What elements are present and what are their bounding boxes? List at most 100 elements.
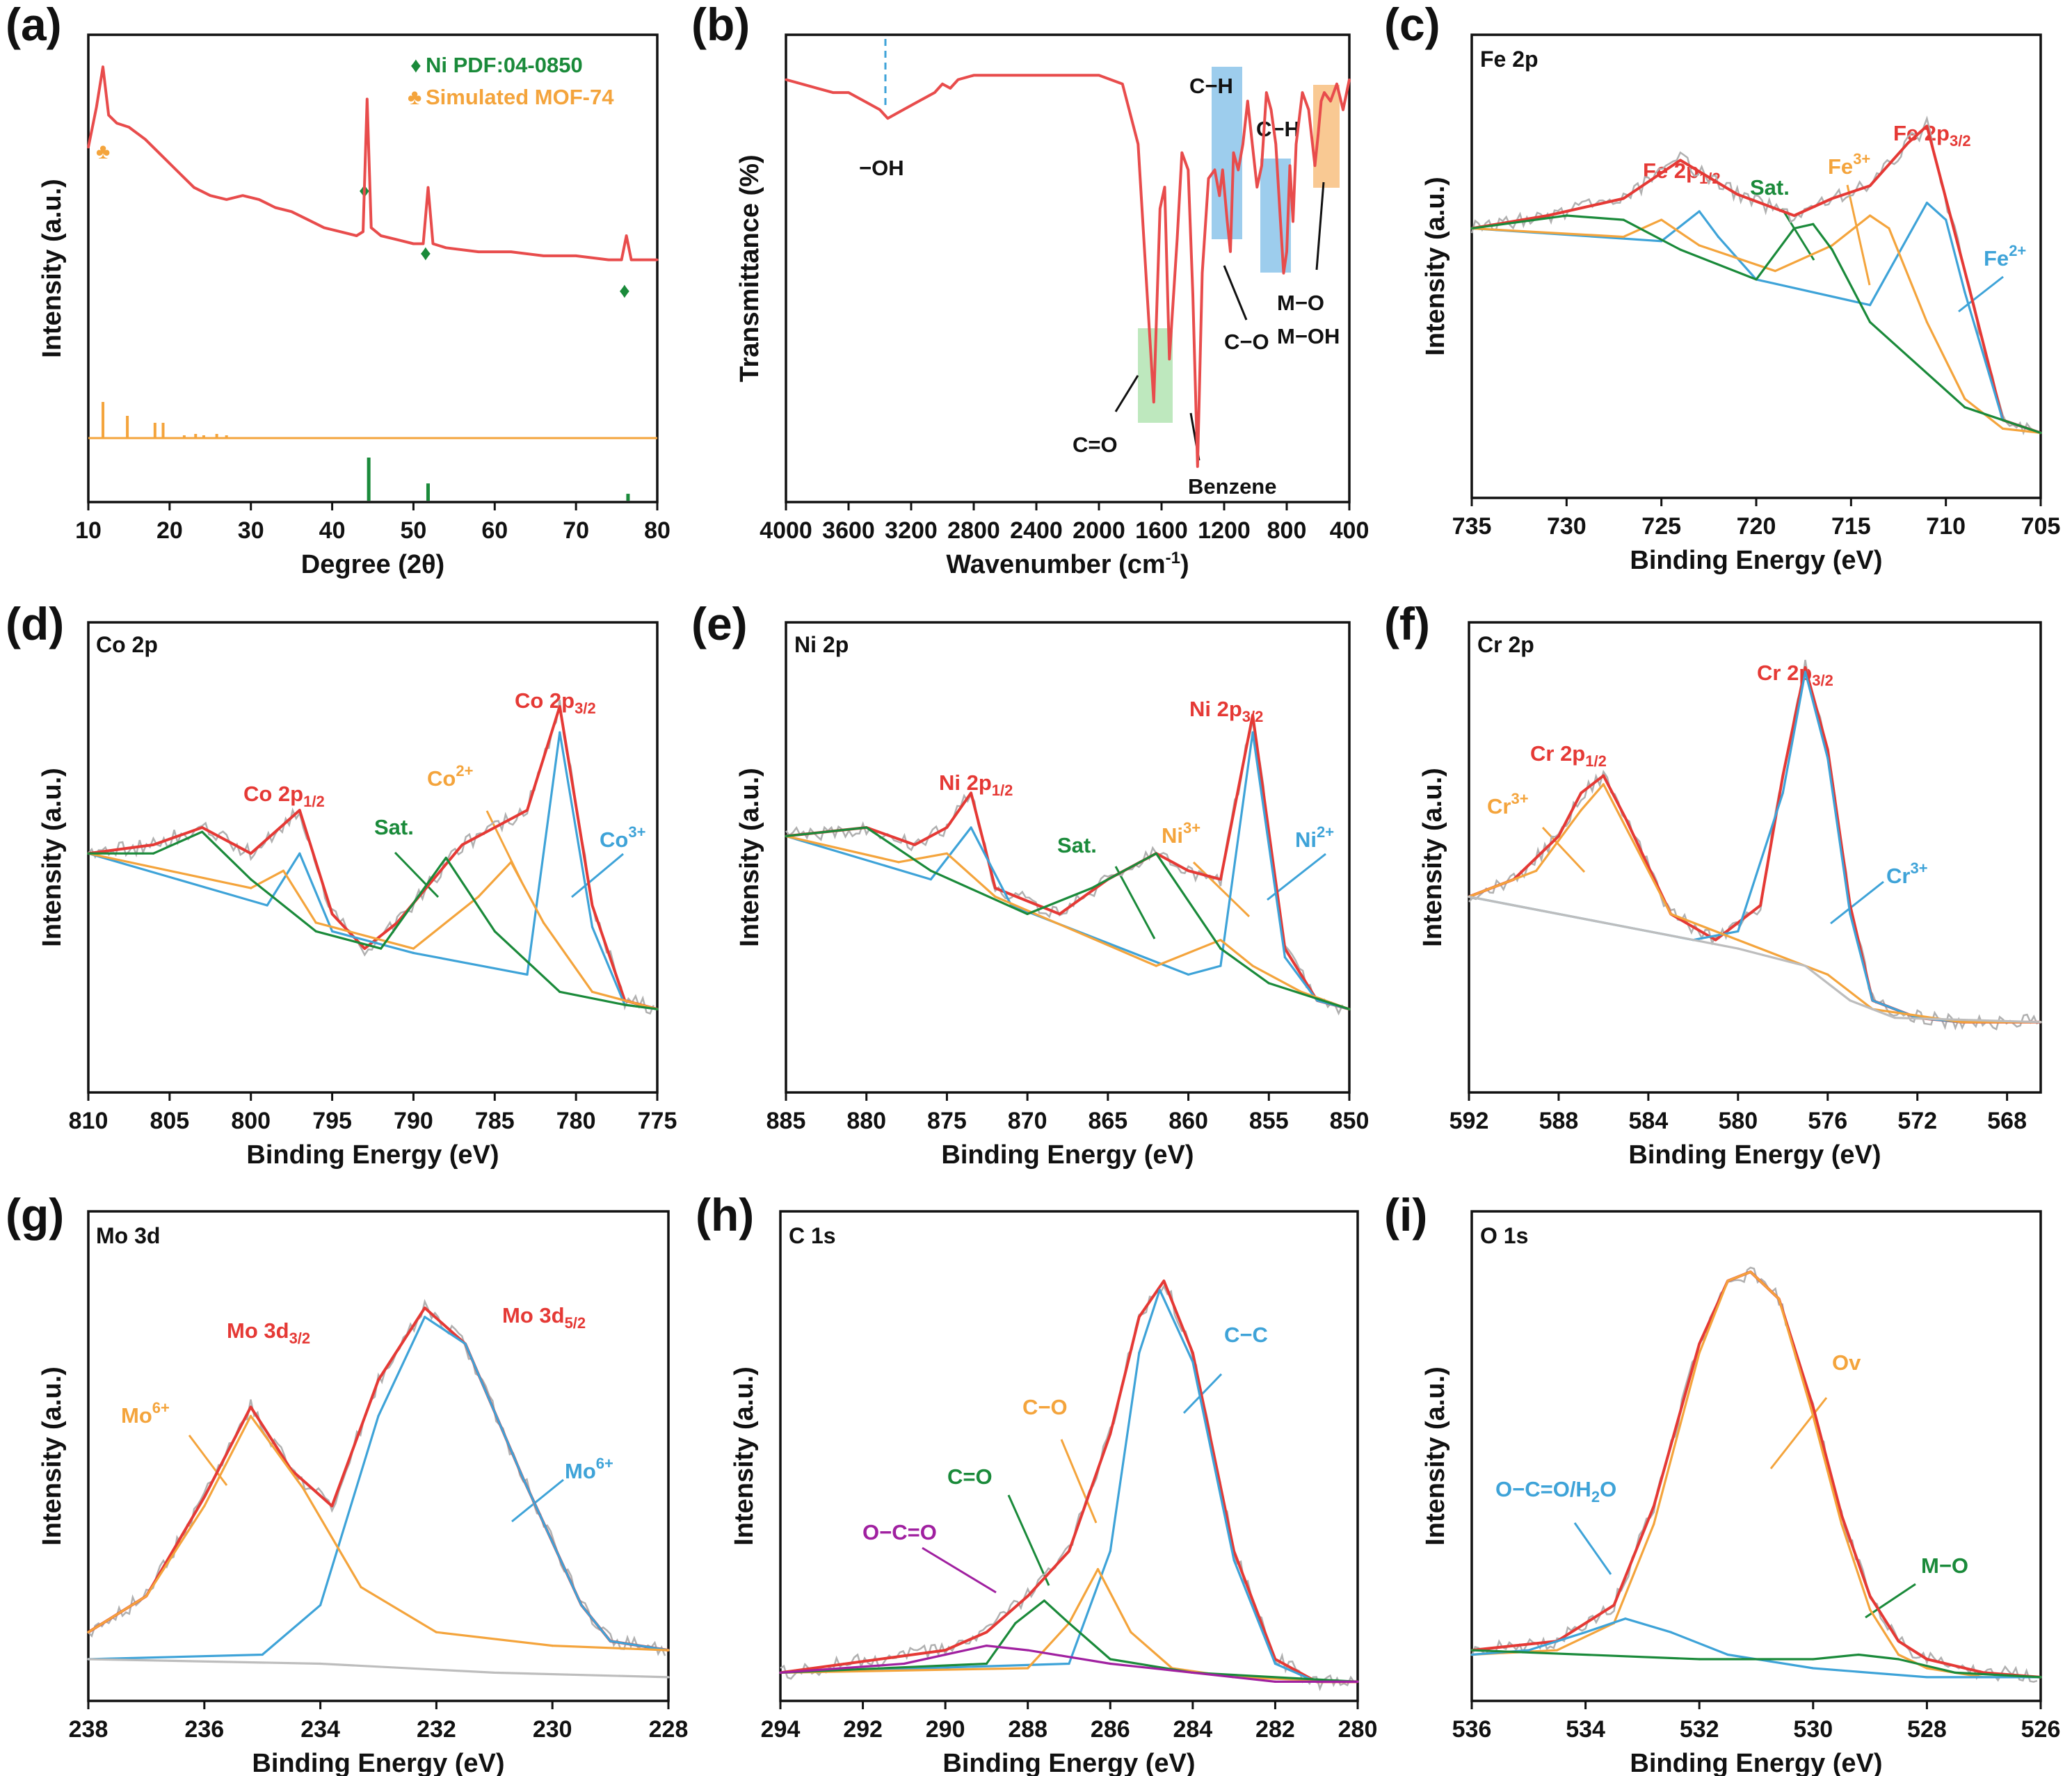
x-axis-label: Binding Energy (eV): [1630, 1749, 1882, 1776]
data-point: [1137, 143, 1139, 145]
data-point: [301, 1487, 305, 1490]
data-point: [95, 106, 98, 108]
peak-label-text: Cr: [1886, 864, 1910, 888]
data-point: [362, 230, 364, 233]
peak-label-text: Fe: [1984, 246, 2009, 271]
data-point: [878, 108, 881, 111]
data-point: [1232, 1558, 1235, 1562]
data-point: [1804, 666, 1807, 669]
x-tick-label: 810: [69, 1108, 109, 1134]
data-point: [1849, 999, 1852, 1002]
x-tick-label: 280: [1338, 1716, 1378, 1743]
x-tick-label: 20: [156, 517, 183, 544]
series-line: [88, 1414, 669, 1652]
data-point: [1622, 197, 1625, 200]
data-point: [1175, 237, 1179, 240]
ni-peak-marker: ♦: [619, 278, 630, 302]
raw-data-trace: [1468, 659, 2039, 1031]
core-level-title: Co 2p: [96, 632, 158, 657]
data-point: [1792, 227, 1796, 229]
data-point: [623, 1003, 626, 1006]
data-point: [1759, 904, 1762, 907]
svg-text:Mo 3d5/2: Mo 3d5/2: [502, 1303, 586, 1332]
x-tick-label: 234: [300, 1716, 340, 1743]
data-point: [366, 97, 369, 101]
svg-text:Cr 2p3/2: Cr 2p3/2: [1757, 661, 1833, 689]
peak-label: Fe 2p3/2: [1893, 121, 1971, 150]
data-point: [1335, 83, 1338, 86]
data-point: [1294, 143, 1298, 145]
data-point: [1792, 214, 1796, 217]
panel-label: (d): [6, 598, 64, 649]
panel-label: (f): [1384, 598, 1430, 649]
data-point: [290, 210, 293, 213]
data-point: [298, 852, 301, 855]
x-axis-label: Degree (2θ): [301, 550, 444, 579]
peak-label-text: Mo: [121, 1403, 152, 1428]
peak-label: Co3+: [600, 823, 645, 852]
raw-data-trace: [1470, 1266, 2038, 1683]
x-tick-label: 572: [1897, 1108, 1937, 1134]
data-point: [1925, 1658, 1928, 1661]
data-point: [944, 1653, 947, 1656]
annotation-arrows: [1541, 826, 1884, 925]
x-tick-label: 870: [1008, 1108, 1047, 1134]
data-point: [493, 930, 496, 933]
data-point: [1774, 270, 1776, 273]
series-line: [780, 1289, 1358, 1683]
x-tick-label: 530: [1793, 1716, 1833, 1743]
data-point: [339, 230, 342, 233]
data-point: [1849, 912, 1852, 915]
data-point: [1158, 1289, 1162, 1291]
data-point: [2039, 1676, 2042, 1679]
data-point: [250, 878, 252, 881]
plot-frame: [1470, 33, 2042, 499]
data-point: [1356, 1680, 1359, 1684]
x-tick-label: 850: [1330, 1108, 1370, 1134]
svg-text:Ni 2p1/2: Ni 2p1/2: [939, 770, 1013, 799]
x-tick-label: 528: [1907, 1716, 1947, 1743]
annotation-arrows: [1573, 1397, 1916, 1619]
data-point: [102, 65, 104, 68]
x-tick-label: 60: [481, 517, 508, 544]
data-point: [319, 1604, 322, 1606]
data-point: [424, 1316, 426, 1318]
data-point: [2039, 1021, 2042, 1024]
annotation-arrows: [1781, 184, 2004, 313]
svg-text:Ni2+: Ni2+: [1295, 823, 1334, 852]
annotation-oh: −OH: [859, 156, 904, 180]
arrow: [1846, 184, 1871, 286]
data-point: [970, 826, 972, 829]
data-point: [1669, 1631, 1672, 1633]
peak-label: Mo6+: [565, 1455, 613, 1483]
svg-text:Cr 2p1/2: Cr 2p1/2: [1530, 741, 1607, 770]
data-point: [1812, 1658, 1815, 1661]
peak-label: O−C=O/H2O: [1495, 1477, 1616, 1505]
data-point: [1221, 168, 1224, 171]
core-level-title: Ni 2p: [794, 632, 849, 657]
arrow: [1007, 1494, 1050, 1586]
plot-area: [87, 700, 659, 1015]
data-point: [1840, 1514, 1843, 1517]
x-tick-label: 3600: [822, 517, 875, 544]
plot-area: [87, 65, 659, 501]
data-point: [1869, 321, 1872, 323]
x-axis-label-superscript: -1: [1166, 549, 1180, 567]
x-tick-label: 720: [1737, 513, 1776, 540]
data-point: [203, 1505, 206, 1508]
data-point: [949, 87, 951, 90]
peak-label-subscript: 3/2: [289, 1330, 311, 1347]
x-tick-label: 592: [1449, 1108, 1489, 1134]
peak-label-subscript: 2: [1591, 1488, 1600, 1505]
x-tick-label: 865: [1088, 1108, 1127, 1134]
data-point: [1267, 982, 1270, 985]
data-point: [1961, 1021, 1963, 1024]
panel-label: (i): [1384, 1189, 1427, 1241]
peak-label-superscript: 2+: [2009, 242, 2026, 259]
data-point: [886, 117, 889, 120]
data-point: [298, 809, 301, 812]
x-tick-label: 568: [1987, 1108, 2027, 1134]
data-point: [1963, 270, 1966, 273]
data-point: [363, 947, 366, 950]
data-point: [1219, 964, 1222, 967]
